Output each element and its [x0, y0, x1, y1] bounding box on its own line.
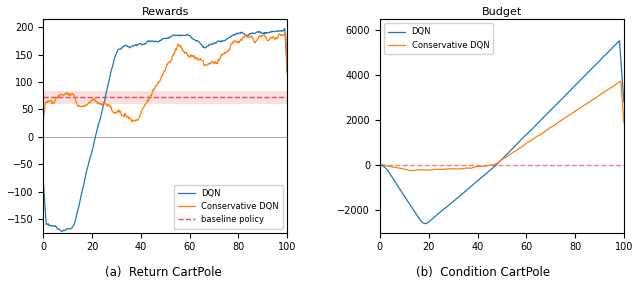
Line: Conservative DQN: Conservative DQN: [380, 81, 624, 171]
Conservative DQN: [156, 80, 163, 83]
DQN: [58, 230, 66, 233]
Conservative DQN: [522, 142, 529, 146]
Legend: DQN, Conservative DQN, baseline policy: DQN, Conservative DQN, baseline policy: [174, 185, 283, 229]
Conservative DQN: [240, 36, 248, 39]
Title: Budget: Budget: [482, 7, 522, 17]
Conservative DQN: [577, 106, 584, 110]
Conservative DQN: [620, 121, 628, 125]
DQN: [509, 147, 516, 150]
DQN: [185, 34, 193, 37]
DQN: [172, 34, 180, 37]
Conservative DQN: [157, 76, 165, 79]
DQN: [281, 27, 289, 30]
Conservative DQN: [284, 71, 291, 74]
DQN: [40, 179, 47, 182]
baseline policy: [40, 96, 47, 99]
Conservative DQN: [185, 56, 193, 59]
Title: Rewards: Rewards: [141, 7, 189, 17]
DQN: [492, 163, 500, 166]
DQN: [577, 78, 584, 82]
baseline policy: [42, 96, 49, 99]
DQN: [376, 163, 384, 167]
Conservative DQN: [494, 161, 502, 164]
Conservative DQN: [492, 162, 500, 165]
DQN: [614, 40, 622, 44]
Line: Conservative DQN: Conservative DQN: [44, 34, 287, 122]
Text: (a)  Return CartPole: (a) Return CartPole: [105, 266, 221, 279]
Conservative DQN: [509, 151, 516, 155]
Conservative DQN: [282, 32, 289, 36]
Line: DQN: DQN: [380, 41, 624, 223]
Conservative DQN: [278, 34, 285, 37]
Conservative DQN: [614, 81, 622, 84]
DQN: [522, 134, 529, 137]
DQN: [284, 71, 291, 74]
Conservative DQN: [172, 47, 180, 50]
Conservative DQN: [129, 120, 136, 123]
Bar: [44, 91, 287, 104]
DQN: [157, 39, 165, 42]
DQN: [156, 39, 163, 42]
DQN: [240, 32, 248, 35]
DQN: [278, 29, 285, 33]
DQN: [620, 100, 628, 103]
Conservative DQN: [40, 119, 47, 122]
DQN: [616, 39, 623, 42]
Text: (b)  Condition CartPole: (b) Condition CartPole: [416, 266, 550, 279]
Conservative DQN: [410, 169, 417, 172]
DQN: [494, 162, 502, 165]
Conservative DQN: [376, 163, 384, 166]
DQN: [422, 222, 429, 225]
Legend: DQN, Conservative DQN: DQN, Conservative DQN: [384, 23, 493, 54]
Line: DQN: DQN: [44, 28, 287, 231]
Conservative DQN: [617, 80, 625, 83]
